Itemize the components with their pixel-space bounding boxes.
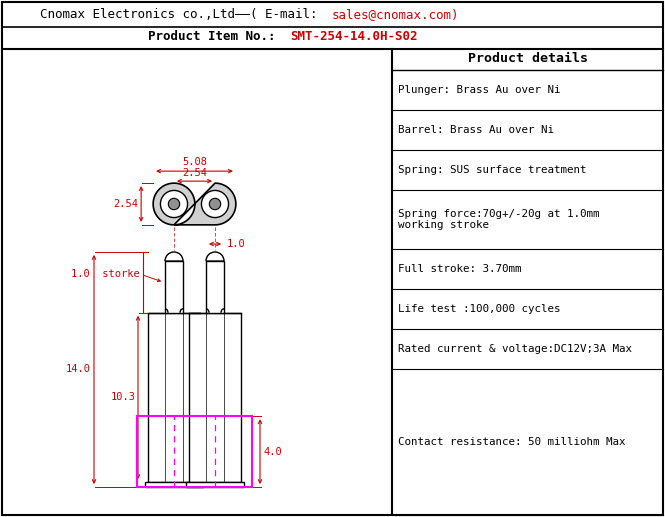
Circle shape <box>168 199 180 210</box>
Bar <box>165 261 183 313</box>
Text: Barrel: Brass Au over Ni: Barrel: Brass Au over Ni <box>398 125 554 135</box>
Bar <box>137 416 252 487</box>
Text: Cnomax Electronics co.,Ltd——( E-mail:: Cnomax Electronics co.,Ltd——( E-mail: <box>39 8 332 22</box>
Text: Spring: SUS surface treatment: Spring: SUS surface treatment <box>398 165 587 175</box>
Text: 4.0: 4.0 <box>263 447 282 457</box>
Text: Spring force:70g+/-20g at 1.0mm
working stroke: Spring force:70g+/-20g at 1.0mm working … <box>398 209 600 230</box>
Text: 14.0: 14.0 <box>66 364 91 374</box>
Text: Life test :100,000 cycles: Life test :100,000 cycles <box>398 304 561 314</box>
Bar <box>189 313 241 482</box>
Text: SMT-254-14.0H-S02: SMT-254-14.0H-S02 <box>290 31 418 43</box>
Text: Full stroke: 3.70mm: Full stroke: 3.70mm <box>398 264 521 274</box>
Text: Contact resistance: 50 milliohm Max: Contact resistance: 50 milliohm Max <box>398 437 626 447</box>
Wedge shape <box>165 252 183 261</box>
Polygon shape <box>153 183 236 225</box>
Text: Plunger: Brass Au over Ni: Plunger: Brass Au over Ni <box>398 85 561 95</box>
Bar <box>148 313 200 482</box>
Circle shape <box>209 199 221 210</box>
Bar <box>145 482 203 487</box>
Text: sales@cnomax.com): sales@cnomax.com) <box>332 8 460 22</box>
Text: 10.3: 10.3 <box>111 392 136 402</box>
Text: 1.0  storke: 1.0 storke <box>71 269 140 279</box>
Circle shape <box>201 190 229 218</box>
Bar <box>186 482 244 487</box>
Text: 1.0: 1.0 <box>227 239 246 249</box>
Bar <box>206 261 224 313</box>
Text: Product details: Product details <box>467 53 587 66</box>
Text: 2.54: 2.54 <box>182 168 207 178</box>
Wedge shape <box>206 252 224 261</box>
Circle shape <box>160 190 188 218</box>
Text: 2.54: 2.54 <box>113 199 138 209</box>
Text: 5.08: 5.08 <box>182 157 207 167</box>
Text: Product Item No.:: Product Item No.: <box>148 31 290 43</box>
Text: Rated current & voltage:DC12V;3A Max: Rated current & voltage:DC12V;3A Max <box>398 344 632 354</box>
